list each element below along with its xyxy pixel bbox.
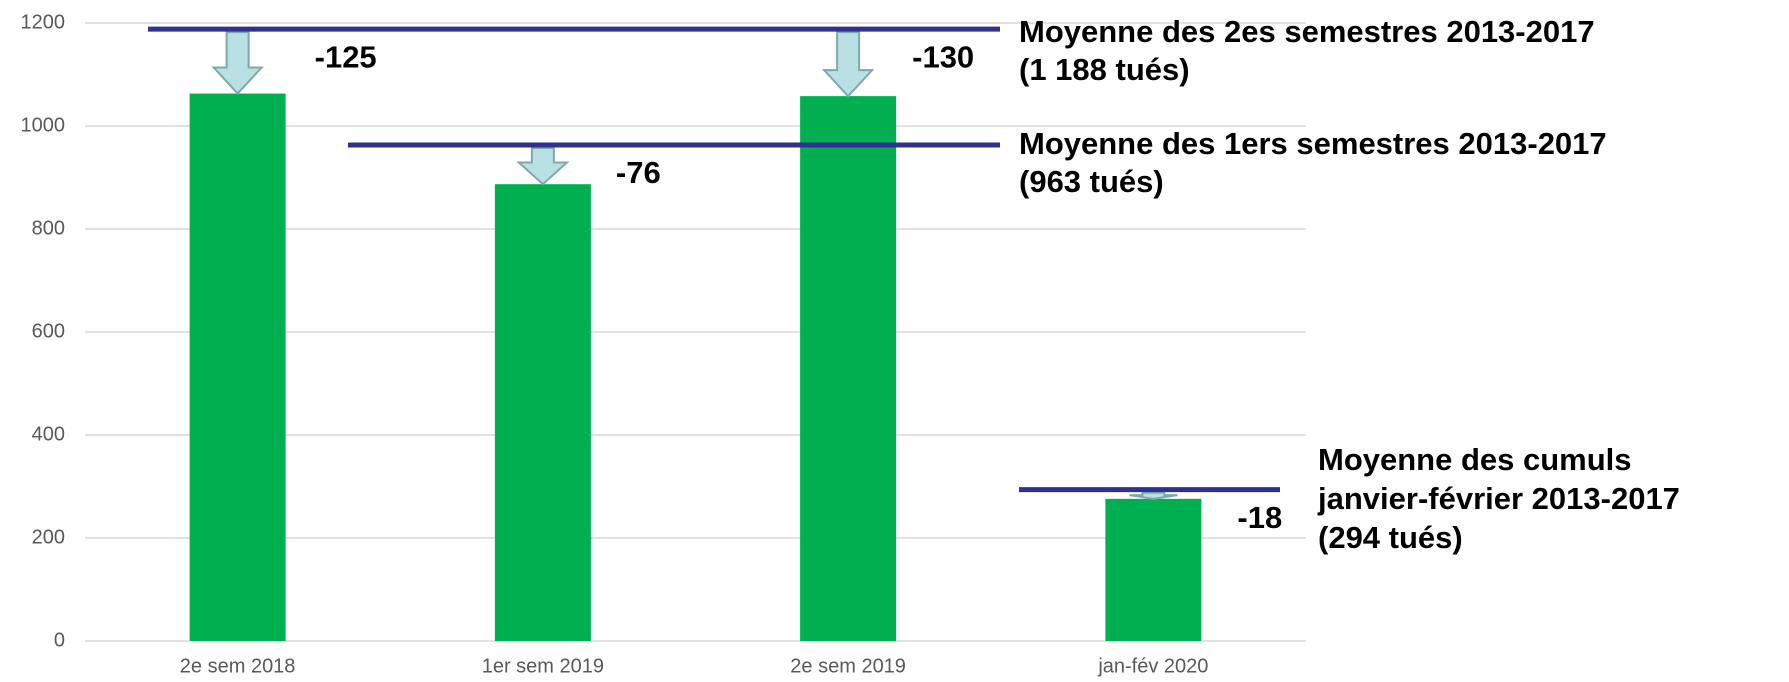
delta-label: -125 (315, 39, 377, 74)
bar (189, 93, 286, 642)
x-tick-label: 1er sem 2019 (482, 655, 604, 677)
delta-arrow (211, 31, 264, 96)
reference-label: janvier-février 2013-2017 (1317, 481, 1680, 516)
delta-label: -130 (912, 39, 974, 74)
x-tick-label: 2e sem 2019 (790, 655, 906, 677)
delta-arrow (516, 147, 570, 186)
reference-label: (294 tués) (1318, 520, 1463, 555)
bar (800, 96, 897, 641)
bar (494, 184, 591, 641)
reference-label: Moyenne des cumuls (1318, 442, 1632, 477)
y-tick-label: 400 (32, 423, 65, 445)
y-tick-label: 0 (54, 629, 65, 651)
x-tick-label: 2e sem 2018 (180, 655, 296, 677)
x-tick-label: jan-fév 2020 (1097, 655, 1208, 677)
delta-arrow (821, 31, 875, 98)
reference-label: Moyenne des 1ers semestres 2013-2017 (1019, 126, 1607, 161)
reference-label: (1 188 tués) (1019, 52, 1190, 87)
y-tick-label: 600 (32, 320, 65, 342)
y-tick-label: 1000 (21, 114, 66, 136)
delta-arrow (1129, 491, 1178, 500)
y-tick-label: 1200 (21, 11, 66, 33)
reference-label: Moyenne des 2es semestres 2013-2017 (1019, 14, 1595, 49)
y-tick-label: 200 (32, 526, 65, 548)
delta-label: -76 (616, 155, 661, 190)
delta-label: -18 (1237, 500, 1282, 535)
bar (1105, 498, 1202, 641)
y-tick-label: 800 (32, 217, 65, 239)
reference-label: (963 tués) (1019, 164, 1164, 199)
